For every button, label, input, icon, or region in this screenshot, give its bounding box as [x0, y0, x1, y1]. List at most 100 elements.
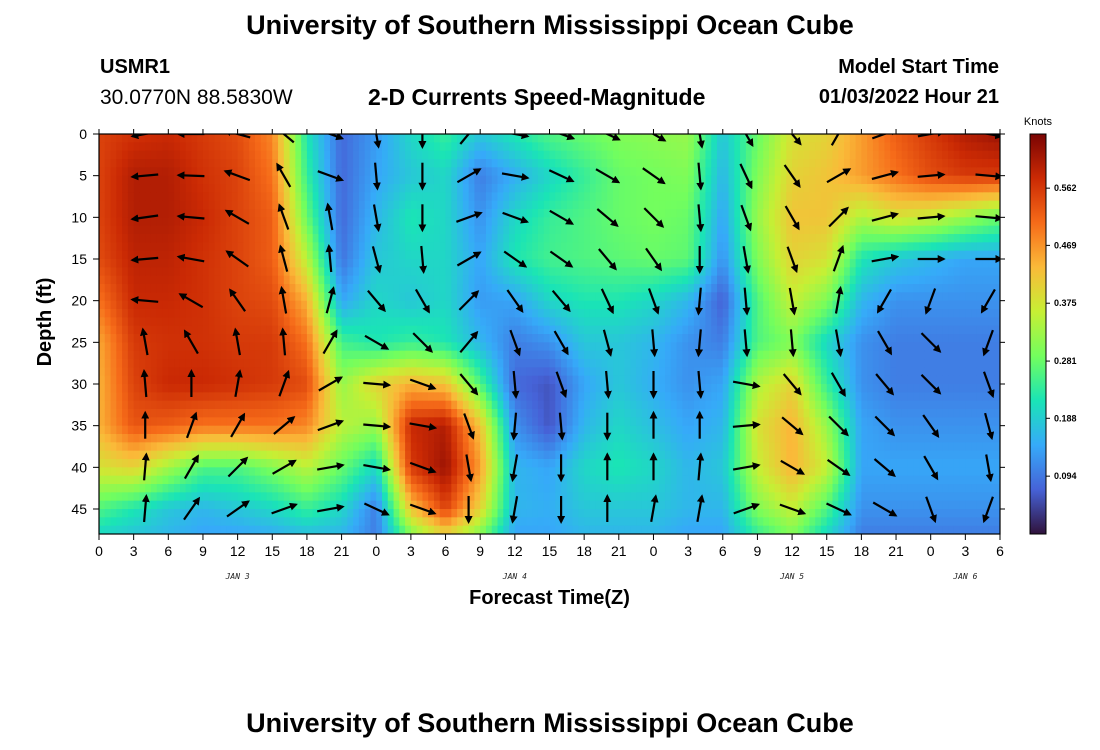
heatmap-cell: [428, 159, 435, 168]
heatmap-cell: [393, 300, 400, 310]
heatmap-cell: [422, 317, 429, 327]
heatmap-cell: [370, 334, 377, 343]
heatmap-cell: [116, 392, 123, 402]
heatmap-cell: [578, 409, 585, 418]
heatmap-cell: [335, 284, 343, 293]
heatmap-cell: [439, 200, 447, 210]
heatmap-cell: [162, 359, 169, 368]
heatmap-cell: [532, 242, 539, 252]
heatmap-cell: [537, 384, 545, 393]
heatmap-cell: [260, 284, 268, 293]
heatmap-cell: [561, 200, 568, 210]
heatmap-cell: [514, 217, 522, 227]
heatmap-cell: [127, 200, 135, 210]
heatmap-cell: [347, 259, 354, 268]
heatmap-cell: [335, 484, 343, 493]
heatmap-cell: [353, 159, 360, 168]
heatmap-cell: [468, 175, 476, 185]
heatmap-cell: [260, 200, 268, 210]
heatmap-cell: [497, 159, 504, 168]
heatmap-cell: [335, 400, 343, 410]
heatmap-cell: [208, 384, 216, 393]
heatmap-cell: [99, 175, 106, 185]
heatmap-cell: [272, 375, 279, 385]
heatmap-cell: [99, 250, 106, 260]
heatmap-cell: [353, 167, 360, 177]
heatmap-cell: [659, 142, 666, 152]
heatmap-cell: [653, 250, 660, 260]
heatmap-cell: [428, 242, 435, 252]
heatmap-cell: [358, 159, 366, 168]
heatmap-cell: [174, 350, 181, 360]
heatmap-cell: [659, 150, 666, 160]
heatmap-cell: [295, 309, 302, 318]
heatmap-cell: [543, 359, 551, 368]
heatmap-cell: [260, 334, 268, 343]
heatmap-cell: [485, 525, 493, 534]
heatmap-cell: [451, 525, 458, 534]
heatmap-cell: [641, 167, 649, 177]
heatmap-cell: [457, 475, 464, 485]
heatmap-cell: [127, 317, 135, 327]
heatmap-cell: [549, 334, 556, 343]
heatmap-cell: [301, 525, 308, 534]
heatmap-cell: [543, 167, 551, 177]
heatmap-cell: [202, 434, 210, 443]
heatmap-cell: [405, 192, 412, 202]
heatmap-cell: [682, 167, 689, 177]
heatmap-cell: [410, 184, 418, 193]
heatmap-cell: [647, 475, 655, 485]
heatmap-cell: [197, 234, 204, 243]
heatmap-cell: [462, 142, 470, 152]
heatmap-cell: [509, 134, 516, 143]
heatmap-cell: [572, 192, 579, 202]
heatmap-cell: [289, 275, 296, 285]
heatmap-cell: [214, 334, 221, 343]
heatmap-cell: [243, 425, 250, 435]
heatmap-cell: [393, 284, 400, 293]
heatmap-cell: [399, 225, 406, 235]
heatmap-cell: [266, 300, 273, 310]
heatmap-cell: [306, 250, 314, 260]
heatmap-cell: [555, 200, 562, 210]
heatmap-cell: [618, 175, 626, 185]
heatmap-cell: [266, 334, 273, 343]
heatmap-cell: [104, 442, 112, 452]
heatmap-cell: [584, 384, 591, 393]
heatmap-cell: [543, 442, 551, 452]
heatmap-cell: [618, 467, 626, 477]
heatmap-cell: [358, 342, 366, 352]
heatmap-cell: [503, 309, 510, 318]
heatmap-cell: [266, 142, 273, 152]
heatmap-cell: [272, 267, 279, 277]
heatmap-cell: [306, 267, 314, 277]
heatmap-cell: [445, 525, 452, 534]
heatmap-cell: [416, 275, 424, 285]
heatmap-cell: [416, 417, 424, 427]
heatmap-cell: [266, 175, 273, 185]
heatmap-cell: [358, 267, 366, 277]
heatmap-cell: [526, 367, 533, 377]
heatmap-cell: [168, 167, 175, 177]
heatmap-cell: [301, 134, 308, 143]
heatmap-cell: [104, 159, 112, 168]
heatmap-cell: [566, 425, 574, 435]
heatmap-cell: [451, 284, 458, 293]
heatmap-cell: [572, 367, 579, 377]
heatmap-cell: [555, 309, 562, 318]
heatmap-cell: [208, 192, 216, 202]
heatmap-cell: [387, 250, 395, 260]
heatmap-cell: [526, 184, 533, 193]
heatmap-cell: [445, 309, 452, 318]
heatmap-cell: [330, 292, 337, 302]
heatmap-cell: [191, 167, 198, 177]
heatmap-cell: [624, 334, 631, 343]
heatmap-cell: [555, 142, 562, 152]
heatmap-cell: [503, 267, 510, 277]
heatmap-cell: [422, 359, 429, 368]
heatmap-cell: [428, 300, 435, 310]
heatmap-cell: [347, 350, 354, 360]
heatmap-cell: [150, 142, 158, 152]
heatmap-cell: [613, 292, 620, 302]
heatmap-cell: [410, 225, 418, 235]
